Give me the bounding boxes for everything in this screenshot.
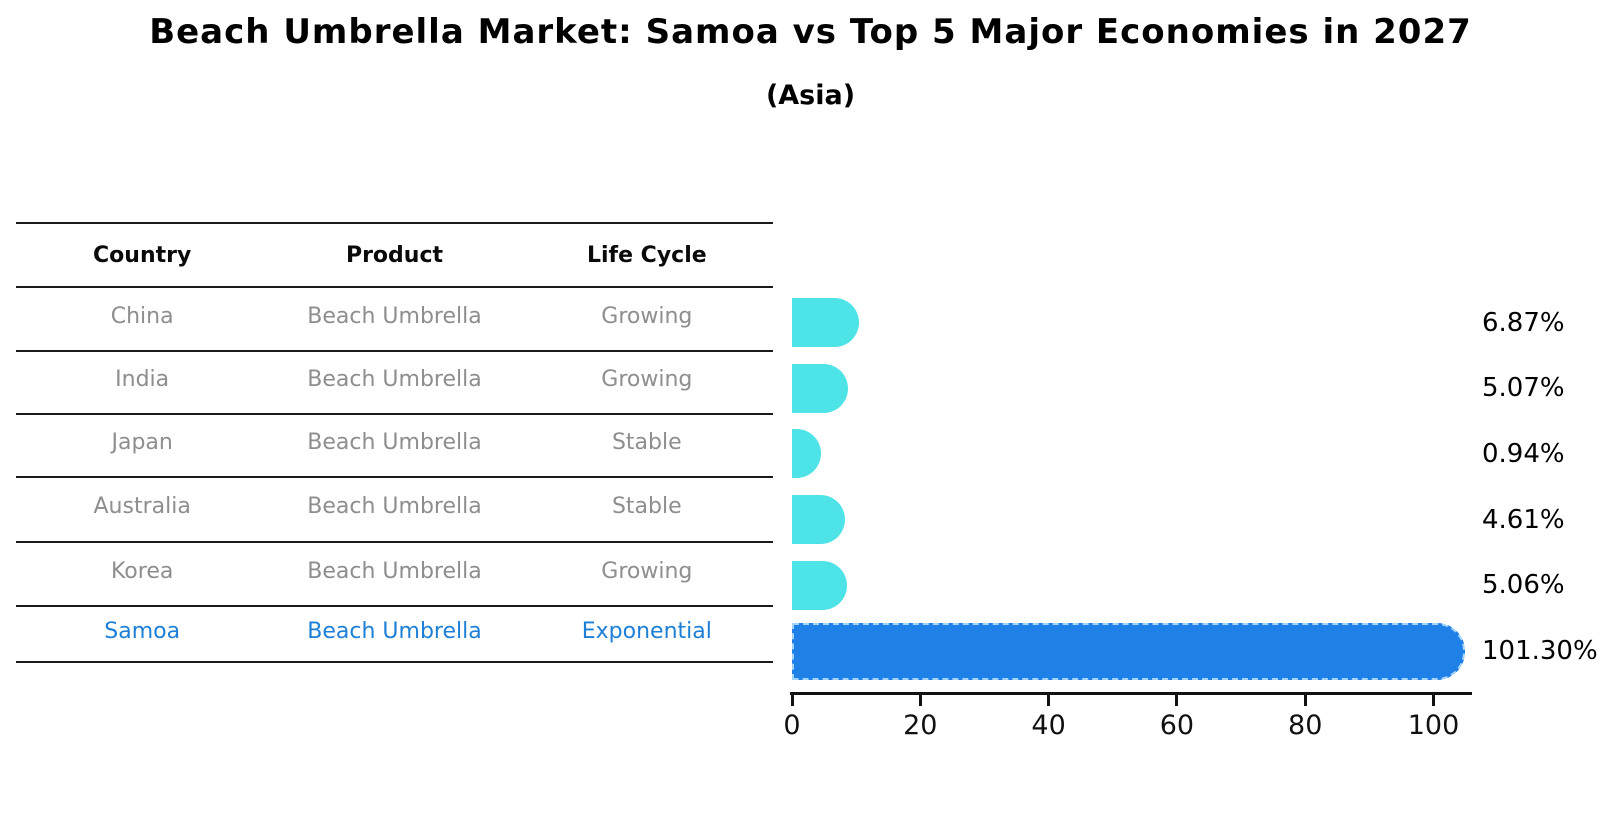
column-header-country: Country [93,242,192,268]
table-cell-life-cycle: Stable [611,494,682,519]
value-label-india: 5.07% [1482,373,1565,404]
table-cell-product: Beach Umbrella [307,618,482,644]
table-cell-life-cycle: Exponential [581,618,712,644]
table-cell-life-cycle: Growing [601,558,693,584]
x-tick-0 [790,695,794,706]
x-tick-100 [1432,695,1435,706]
table-row-india: India Beach Umbrella Growing [16,352,773,415]
table-cell-product: Beach Umbrella [307,430,482,455]
table-cell-life-cycle: Growing [601,367,693,392]
table-header-row: Country Product Life Cycle [16,224,773,288]
x-tick-40 [1047,695,1051,706]
x-tick-label-60: 60 [1159,710,1195,741]
bar-japan [792,429,822,479]
table-row-china: China Beach Umbrella Growing [16,288,773,352]
table-cell-country: China [110,303,174,329]
value-label-korea: 5.06% [1482,570,1565,601]
table-row-japan: Japan Beach Umbrella Stable [16,415,773,478]
table-cell-product: Beach Umbrella [307,494,482,519]
table-cell-product: Beach Umbrella [307,558,482,584]
x-tick-label-80: 80 [1288,710,1323,741]
x-tick-60 [1175,695,1179,706]
bar-australia [792,495,845,545]
value-label-australia: 4.61% [1482,504,1565,535]
chart-title: Beach Umbrella Market: Samoa vs Top 5 Ma… [149,12,1472,52]
table-cell-country: India [115,367,170,392]
x-tick-80 [1303,695,1307,706]
value-label-samoa: 101.30% [1482,636,1598,666]
x-tick-label-40: 40 [1031,710,1066,741]
table-cell-country: Japan [111,430,173,455]
table-cell-country: Samoa [104,618,181,644]
table-cell-life-cycle: Stable [611,430,682,455]
table-row-australia: Australia Beach Umbrella Stable [16,478,773,543]
column-header-product: Product [345,242,444,268]
table-cell-life-cycle: Growing [601,303,693,329]
x-tick-label-0: 0 [783,710,801,741]
column-header-life-cycle: Life Cycle [586,242,707,268]
comparison-table: Country Product Life Cycle China Beach Umbr… [16,222,773,663]
value-label-china: 6.87% [1482,307,1565,338]
bar-samoa [792,622,1465,680]
chart-subtitle: (Asia) [765,80,856,111]
table-cell-country: Korea [110,558,174,584]
x-tick-20 [918,695,922,706]
table-cell-product: Beach Umbrella [307,303,482,329]
x-tick-label-100: 100 [1407,710,1460,741]
x-tick-label-20: 20 [903,710,938,741]
x-axis-line [790,692,1472,695]
table-row-korea: Korea Beach Umbrella Growing [16,543,773,607]
bar-china [792,298,860,347]
value-label-japan: 0.94% [1482,438,1565,469]
table-row-samoa: Samoa Beach Umbrella Exponential [16,607,773,663]
table-cell-product: Beach Umbrella [307,367,482,392]
bar-india [792,363,848,413]
bar-korea [792,560,848,610]
table-cell-country: Australia [93,494,191,519]
